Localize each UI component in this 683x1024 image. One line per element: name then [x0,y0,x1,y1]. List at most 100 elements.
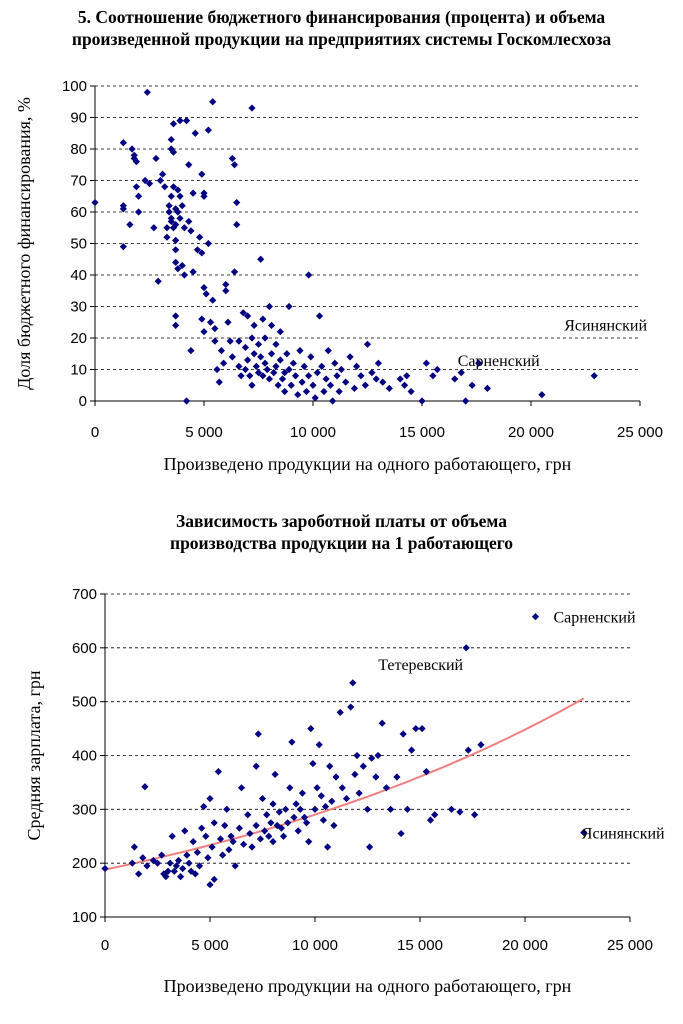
data-point [132,158,141,166]
data-point [471,811,479,819]
data-point [254,369,263,377]
data-point [590,372,598,380]
data-point [342,794,351,803]
data-point [248,104,256,112]
y-tick-label: 400 [72,748,97,765]
data-point [368,754,376,762]
y-tick-label: 20 [70,330,87,347]
data-point [267,350,276,358]
data-point [165,202,173,210]
data-point [379,378,387,386]
annotation-label: Сарненский [458,353,540,370]
data-point [187,347,195,355]
data-point [363,805,372,813]
data-point [263,365,271,374]
data-point [226,337,234,345]
data-point [259,315,267,323]
data-point [257,255,265,263]
data-point [185,161,193,169]
data-point [538,391,546,399]
data-point [254,340,263,348]
x-tick-label: 20 000 [508,424,554,441]
data-point [309,759,317,768]
data-point [179,864,187,873]
data-point [91,198,99,207]
data-point [200,192,208,200]
data-point [313,369,321,377]
data-point [182,397,191,405]
annotation-label: Ясинянский [564,317,647,334]
data-point [208,843,216,851]
data-point [191,129,199,137]
data-point [220,359,228,367]
data-point [324,347,332,355]
data-point [189,189,197,197]
data-point [305,372,313,380]
data-point [267,321,276,329]
data-point [326,762,334,770]
data-point [305,838,313,846]
data-point [385,384,393,392]
y-tick-label: 100 [62,78,87,95]
data-point [168,832,176,840]
data-point [169,183,178,191]
data-point [172,236,180,244]
data-point [292,800,300,808]
data-point [317,792,325,800]
data-point [412,724,420,733]
data-point [162,873,170,881]
data-point [256,835,264,843]
data-point [353,751,361,760]
x-tick-label: 25 000 [617,424,663,441]
data-point [170,867,178,875]
data-point [119,139,127,147]
data-point [193,246,202,254]
data-point [244,811,252,819]
y-tick-label: 700 [72,586,97,603]
data-point [372,375,380,383]
annotation-label: Ясинянский [582,825,665,842]
data-point [259,372,267,380]
data-point [462,644,470,652]
data-point [209,98,217,106]
data-point [204,239,212,248]
data-point [477,741,485,749]
data-point [331,359,339,367]
data-point [418,397,426,405]
data-point [300,813,309,822]
data-point [180,271,188,279]
data-point [172,246,180,254]
data-point [278,375,287,383]
data-point [200,284,208,292]
data-point [166,859,174,867]
data-point [265,302,273,311]
data-point [158,170,167,178]
data-point [235,824,243,832]
data-point [174,208,182,216]
x-tick-label: 10 000 [292,937,338,954]
data-point [580,828,588,837]
data-point [145,180,154,188]
data-point [359,762,367,770]
data-point [204,854,212,862]
data-point [397,829,405,838]
data-point [211,324,219,333]
data-point [265,375,273,383]
data-point [202,290,210,298]
data-point [315,312,324,320]
data-point [403,805,411,813]
data-point [169,120,178,128]
chart2-salary-scatter: 100 200 300 400 500 600 700 0 5 000 10 000 15 000 2… [24,586,665,996]
data-point [239,309,247,317]
data-point [227,832,235,840]
data-point [187,867,195,875]
data-point [302,387,311,396]
data-point [210,819,218,827]
data-point [305,271,313,279]
data-point [307,724,315,733]
data-point [320,387,328,396]
data-point [378,719,386,727]
x-tick-label: 25 000 [607,937,653,954]
data-point [202,832,210,840]
data-point [261,334,269,342]
